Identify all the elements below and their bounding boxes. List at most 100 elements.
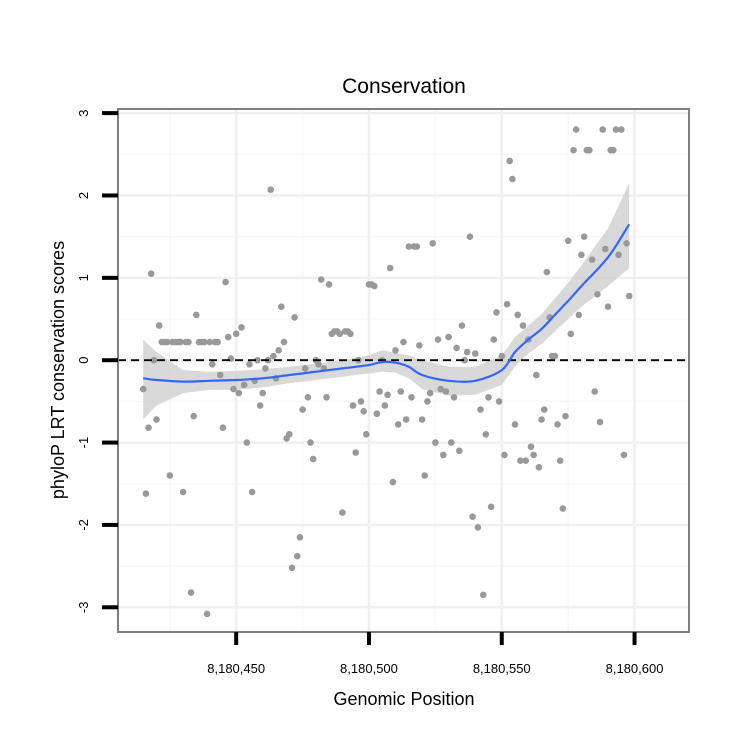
data-point: [501, 451, 508, 459]
data-point: [219, 424, 227, 432]
data-point: [270, 352, 277, 360]
data-point: [193, 311, 200, 319]
data-point: [604, 303, 612, 311]
data-point: [554, 421, 561, 428]
data-points: [139, 126, 633, 618]
data-point: [336, 330, 344, 338]
data-point: [142, 490, 150, 497]
data-point: [323, 394, 330, 401]
data-point: [511, 421, 519, 428]
data-point: [166, 472, 174, 479]
data-point: [262, 365, 269, 372]
data-point: [596, 418, 604, 426]
data-point: [471, 350, 479, 357]
data-point: [570, 146, 577, 154]
data-point: [599, 126, 606, 133]
data-point: [620, 451, 628, 459]
data-point: [296, 534, 304, 541]
data-point: [177, 338, 184, 346]
data-point: [416, 342, 423, 349]
data-point: [267, 186, 275, 193]
data-point: [206, 338, 213, 346]
confidence-band: [143, 183, 630, 420]
y-axis-label: phyloP LRT conservation scores: [48, 241, 68, 499]
data-point: [440, 451, 447, 459]
data-point: [376, 388, 383, 395]
data-point: [155, 322, 163, 329]
data-point: [498, 352, 506, 360]
data-point: [402, 416, 410, 423]
data-point: [294, 552, 301, 560]
data-point: [591, 388, 598, 395]
data-point: [559, 505, 567, 512]
data-point: [392, 347, 399, 354]
data-point: [347, 330, 354, 338]
data-point: [418, 416, 426, 423]
data-point: [575, 311, 583, 319]
data-point: [578, 251, 585, 259]
data-point: [145, 424, 152, 432]
data-point: [214, 338, 221, 346]
data-point: [349, 402, 357, 409]
y-axis: -3 -2 -1 0 1 2 3: [76, 109, 118, 613]
data-point: [551, 352, 559, 360]
data-point: [286, 431, 293, 438]
data-point: [463, 348, 471, 356]
data-point: [280, 338, 288, 346]
data-point: [479, 591, 487, 599]
data-point: [442, 388, 450, 395]
data-point: [562, 412, 569, 420]
data-point: [222, 278, 229, 286]
data-point: [434, 336, 442, 343]
x-tick-label: 8,180,600: [606, 661, 664, 676]
data-point: [543, 268, 551, 276]
data-point: [535, 464, 543, 471]
data-point: [485, 394, 492, 401]
data-point: [437, 385, 445, 393]
data-point: [224, 333, 232, 341]
data-point: [474, 524, 482, 531]
x-axis-label: Genomic Position: [333, 689, 474, 709]
data-point: [360, 408, 368, 415]
data-point: [243, 439, 251, 446]
data-point: [517, 457, 524, 465]
data-point: [445, 333, 452, 341]
data-point: [339, 509, 346, 516]
data-point: [493, 309, 500, 316]
data-point: [461, 356, 468, 364]
chart-title: Conservation: [342, 75, 466, 98]
data-point: [490, 336, 498, 343]
data-point: [503, 300, 511, 308]
data-point: [397, 388, 405, 395]
data-point: [564, 237, 572, 245]
data-point: [615, 251, 622, 259]
y-tick-label: 3: [76, 109, 91, 116]
data-point: [405, 243, 413, 250]
data-point: [495, 398, 503, 405]
data-point: [238, 324, 245, 331]
data-point: [482, 431, 490, 438]
data-point: [230, 385, 237, 393]
data-point: [291, 314, 298, 321]
data-point: [190, 412, 197, 420]
y-tick-label: -2: [76, 519, 91, 531]
data-point: [147, 270, 155, 278]
data-point: [371, 282, 378, 290]
data-point: [514, 311, 521, 319]
data-point: [567, 330, 575, 338]
data-point: [304, 394, 312, 401]
data-point: [201, 338, 208, 346]
data-point: [248, 488, 256, 496]
data-point: [586, 146, 593, 154]
data-point: [235, 389, 243, 397]
y-tick-label: 2: [76, 192, 91, 199]
data-point: [625, 292, 633, 300]
data-point: [389, 478, 397, 486]
data-point: [373, 410, 381, 418]
data-point: [458, 322, 466, 329]
data-point: [384, 391, 391, 399]
data-point: [299, 406, 306, 413]
data-point: [519, 322, 527, 329]
y-tick-label: -3: [76, 602, 91, 614]
